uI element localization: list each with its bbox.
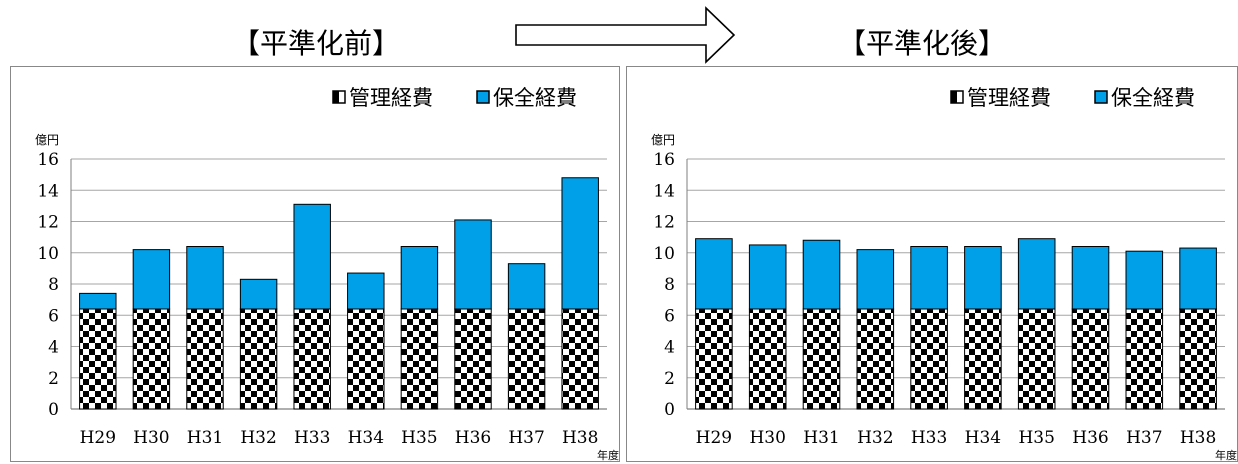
bar-management bbox=[695, 308, 733, 410]
x-tick-label: H35 bbox=[401, 428, 437, 448]
x-tick-label: H38 bbox=[562, 428, 598, 448]
bar-management bbox=[1179, 308, 1217, 410]
y-tick-label: 14 bbox=[37, 181, 59, 201]
legend-label-maintenance: 保全経費 bbox=[1111, 86, 1195, 110]
legend-label-maintenance: 保全経費 bbox=[493, 86, 577, 110]
chart-panel-after: 0 2 4 6 8 10 12 14 16 億円年度 H29 H30 H31 H32 H33 H34 H35 H3… bbox=[626, 66, 1238, 462]
y-tick-label: 8 bbox=[48, 275, 59, 295]
bar-maintenance bbox=[79, 292, 117, 310]
bar-maintenance bbox=[695, 238, 733, 310]
bar-maintenance bbox=[186, 246, 224, 310]
bar-management bbox=[79, 308, 117, 410]
bar-management bbox=[1017, 308, 1056, 410]
legend-label-management: 管理経費 bbox=[349, 86, 433, 110]
bar-management bbox=[239, 308, 278, 410]
y-tick-label: 4 bbox=[664, 338, 675, 358]
bar-maintenance bbox=[748, 244, 787, 310]
bar-management bbox=[856, 308, 895, 410]
legend-swatch-maintenance bbox=[476, 90, 490, 104]
x-tick-label: H29 bbox=[696, 428, 732, 448]
y-tick-label: 14 bbox=[653, 181, 675, 201]
chart-title-after: 【平準化後】 bbox=[838, 27, 1007, 60]
y-tick-label: 12 bbox=[37, 213, 59, 233]
y-tick-label: 4 bbox=[48, 338, 59, 358]
bar-maintenance bbox=[293, 203, 331, 310]
bar-maintenance bbox=[239, 278, 278, 310]
bar-management bbox=[132, 308, 171, 410]
legend: 管理経費 保全経費 bbox=[950, 86, 1195, 110]
x-tick-label: H36 bbox=[1072, 428, 1108, 448]
bar-maintenance bbox=[400, 246, 439, 310]
bar-maintenance bbox=[1125, 250, 1164, 310]
bar-maintenance bbox=[454, 219, 492, 310]
x-tick-label: H32 bbox=[857, 428, 893, 448]
x-tick-label: H35 bbox=[1018, 428, 1054, 448]
legend-label-management: 管理経費 bbox=[967, 86, 1051, 110]
x-tick-label: H34 bbox=[348, 428, 384, 448]
legend-swatch-management-fill bbox=[951, 91, 957, 103]
x-tick-label: H30 bbox=[133, 428, 169, 448]
bar-management bbox=[1071, 308, 1110, 410]
chart-title-before: 【平準化前】 bbox=[232, 27, 401, 60]
bar-management bbox=[186, 308, 224, 410]
bar-management bbox=[454, 308, 492, 410]
bar-maintenance bbox=[1071, 246, 1110, 310]
x-axis-unit: 年度 bbox=[1215, 448, 1237, 462]
bar-maintenance bbox=[1179, 247, 1217, 310]
bar-maintenance bbox=[561, 177, 599, 310]
bar-management bbox=[910, 308, 948, 410]
x-tick-label: H38 bbox=[1180, 428, 1216, 448]
x-tick-label: H31 bbox=[187, 428, 223, 448]
y-tick-label: 12 bbox=[653, 213, 675, 233]
x-tick-label: H32 bbox=[240, 428, 276, 448]
bar-management bbox=[293, 308, 331, 410]
y-tick-label: 2 bbox=[664, 369, 675, 389]
bar-maintenance bbox=[910, 246, 948, 310]
y-tick-label: 6 bbox=[48, 306, 59, 326]
x-tick-label: H37 bbox=[508, 428, 544, 448]
bar-maintenance bbox=[802, 239, 841, 310]
bar-management bbox=[507, 308, 546, 410]
legend: 管理経費 保全経費 bbox=[332, 86, 577, 110]
legend-swatch-maintenance bbox=[1094, 90, 1108, 104]
bar-management bbox=[748, 308, 787, 410]
bar-maintenance bbox=[347, 272, 385, 310]
y-tick-label: 0 bbox=[664, 400, 675, 420]
legend-swatch-management-fill bbox=[333, 91, 339, 103]
bar-maintenance bbox=[132, 249, 171, 310]
x-tick-label: H34 bbox=[965, 428, 1001, 448]
bar-management bbox=[802, 308, 841, 410]
y-tick-label: 0 bbox=[48, 400, 59, 420]
x-tick-label: H33 bbox=[294, 428, 330, 448]
bar-management bbox=[347, 308, 385, 410]
y-tick-label: 10 bbox=[37, 244, 59, 264]
bar-management bbox=[964, 308, 1002, 410]
y-tick-label: 2 bbox=[48, 369, 59, 389]
y-tick-label: 10 bbox=[653, 244, 675, 264]
x-tick-label: H29 bbox=[80, 428, 116, 448]
bar-maintenance bbox=[856, 249, 895, 310]
x-tick-label: H33 bbox=[911, 428, 947, 448]
bar-management bbox=[400, 308, 439, 410]
x-tick-label: H37 bbox=[1126, 428, 1162, 448]
x-tick-label: H31 bbox=[803, 428, 839, 448]
bar-management bbox=[561, 308, 599, 410]
y-tick-label: 6 bbox=[664, 306, 675, 326]
y-axis-unit: 億円 bbox=[651, 133, 675, 147]
bar-management bbox=[1125, 308, 1164, 410]
y-axis-unit: 億円 bbox=[35, 133, 59, 147]
x-tick-label: H36 bbox=[455, 428, 491, 448]
bar-maintenance bbox=[1017, 238, 1056, 310]
y-tick-label: 16 bbox=[653, 150, 675, 170]
x-tick-label: H30 bbox=[749, 428, 785, 448]
bar-maintenance bbox=[964, 246, 1002, 310]
y-tick-label: 8 bbox=[664, 275, 675, 295]
bar-maintenance bbox=[507, 263, 546, 310]
y-tick-label: 16 bbox=[37, 150, 59, 170]
right-arrow-icon bbox=[515, 6, 736, 64]
x-axis-unit: 年度 bbox=[597, 448, 619, 462]
chart-panel-before: 0 2 4 6 8 10 12 14 16 億円年度 H29 H30 H31 H32 H33 H34 H35 H3… bbox=[10, 66, 620, 462]
